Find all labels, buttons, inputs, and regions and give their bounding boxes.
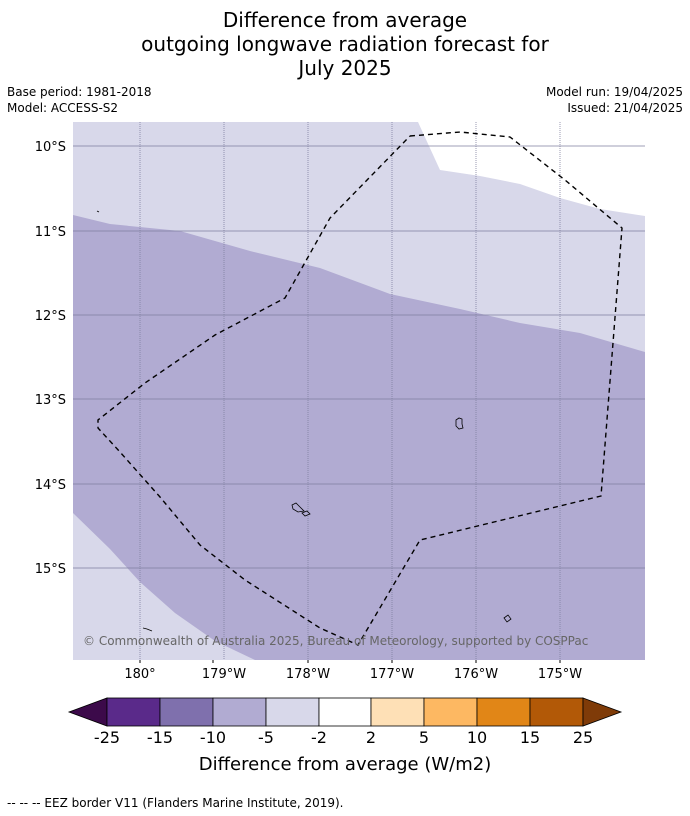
lon-label: 180° — [124, 667, 155, 682]
colorbar — [67, 697, 623, 727]
colorbar-tick: -25 — [94, 728, 120, 747]
colorbar-extend-low — [67, 697, 108, 727]
copyright-notice: © Commonwealth of Australia 2025, Bureau… — [83, 634, 588, 648]
issued-date: Issued: 21/04/2025 — [567, 101, 683, 115]
title-line-3: July 2025 — [298, 56, 392, 80]
latitude-gridlines — [73, 145, 645, 569]
colorbar-tick: -10 — [200, 728, 226, 747]
lon-label: 179°W — [202, 667, 246, 682]
colorbar-cell — [318, 697, 372, 727]
latitude-labels: 10°S 11°S 12°S 13°S 14°S 15°S — [35, 140, 66, 577]
lat-label: 10°S — [35, 140, 66, 155]
eez-footnote: -- -- -- EEZ border V11 (Flanders Marine… — [7, 796, 344, 810]
colorbar-extend-high — [582, 697, 623, 727]
colorbar-cell — [370, 697, 425, 727]
band-mid-lavender — [73, 215, 645, 660]
colorbar-cell — [265, 697, 320, 727]
lat-label: 15°S — [35, 562, 66, 577]
lon-label: 178°W — [286, 667, 330, 682]
longitude-gridlines — [139, 122, 561, 660]
lat-label: 13°S — [35, 393, 66, 408]
lon-label: 176°W — [454, 667, 498, 682]
meta-left: Base period: 1981-2018 Model: ACCESS-S2 — [7, 84, 152, 116]
model-name: Model: ACCESS-S2 — [7, 101, 119, 115]
colorbar-cell — [212, 697, 267, 727]
colorbar-tick-labels: -25 -15 -10 -5 -2 2 5 10 15 25 — [94, 728, 593, 747]
lon-label: 175°W — [538, 667, 582, 682]
title-line-2: outgoing longwave radiation forecast for — [141, 32, 549, 56]
title-line-1: Difference from average — [222, 8, 468, 32]
colorbar-tick: 2 — [366, 728, 376, 747]
colorbar-cell — [106, 697, 161, 727]
longitude-labels: 180° 179°W 178°W 177°W 176°W 175°W — [124, 667, 582, 682]
island-southwest — [142, 627, 153, 632]
lat-label: 14°S — [35, 478, 66, 493]
lat-label: 12°S — [35, 309, 66, 324]
colorbar-cell — [159, 697, 214, 727]
model-run: Model run: 19/04/2025 — [545, 85, 683, 99]
lat-label: 11°S — [35, 225, 66, 240]
island-west-2 — [301, 510, 311, 517]
colorbar-cell — [423, 697, 478, 727]
colorbar-label: Difference from average (W/m2) — [199, 754, 491, 775]
lon-label: 177°W — [370, 667, 414, 682]
chart-title: Difference from average outgoing longwav… — [0, 8, 690, 80]
meta-right: Model run: 19/04/2025 Issued: 21/04/2025 — [546, 84, 683, 116]
eez-border-line — [97, 131, 623, 646]
colorbar-tick: 5 — [419, 728, 429, 747]
longitude-ticks — [139, 660, 561, 663]
base-period: Base period: 1981-2018 — [7, 85, 152, 99]
colorbar-tick: 25 — [573, 728, 593, 747]
colorbar-cell — [529, 697, 584, 727]
island-north — [455, 417, 464, 430]
map-area: © Commonwealth of Australia 2025, Bureau… — [73, 122, 645, 660]
colorbar-tick: -5 — [258, 728, 274, 747]
island-southeast — [503, 614, 512, 623]
island-west-1 — [291, 502, 305, 513]
islands — [96, 210, 512, 632]
colorbar-tick: 15 — [520, 728, 540, 747]
colorbar-tick: -15 — [147, 728, 173, 747]
band-white-neutral — [418, 122, 645, 216]
colorbar-tick: 10 — [467, 728, 487, 747]
colorbar-tick: -2 — [311, 728, 327, 747]
colorbar-cell — [476, 697, 531, 727]
islet-far-west — [96, 210, 100, 213]
